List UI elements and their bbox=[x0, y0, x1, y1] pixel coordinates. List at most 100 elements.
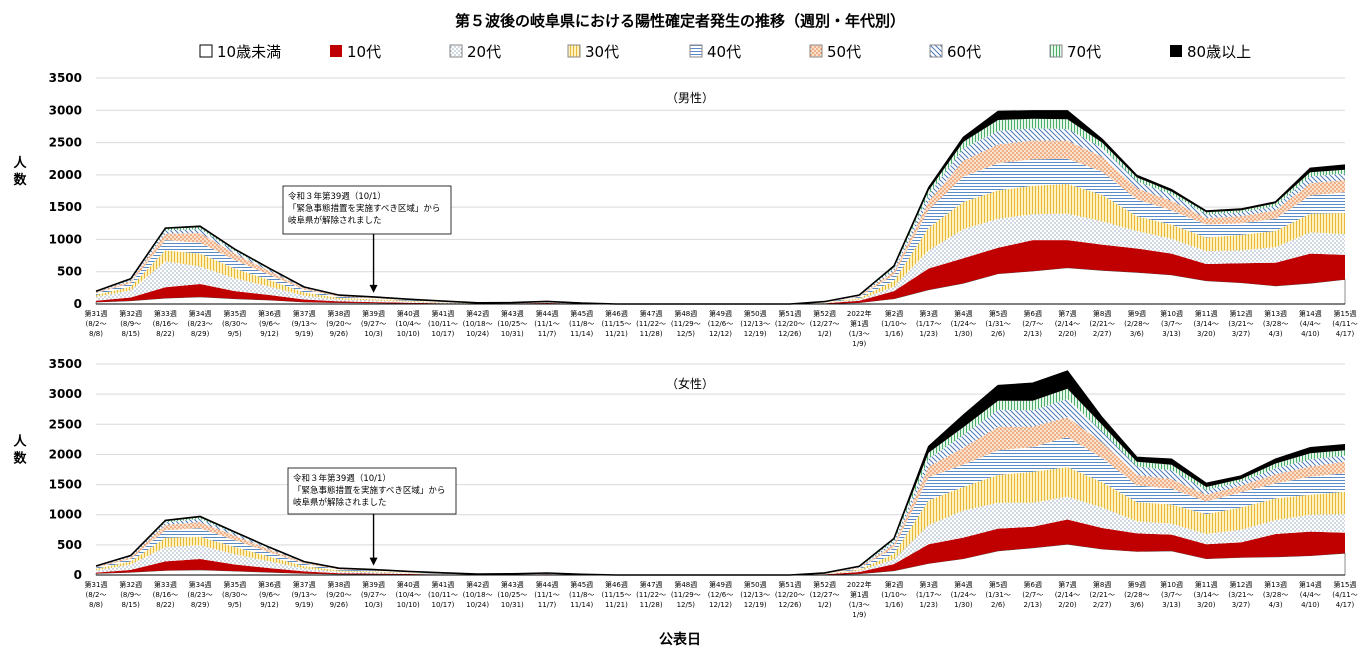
x-tick-line-1-1-1: (8/9～ bbox=[120, 591, 141, 599]
x-tick-line-0-24-2: 1/23) bbox=[919, 330, 938, 338]
x-tick-line-1-0-2: 8/8) bbox=[89, 601, 103, 609]
x-tick-label-1-36: 第15週 (4/11～ 4/17) bbox=[1332, 580, 1357, 609]
x-tick-line-1-7-2: 9/26) bbox=[330, 601, 349, 609]
x-tick-line-1-4-1: (8/30～ bbox=[222, 591, 247, 599]
x-tick-line-1-23-2: 1/16) bbox=[885, 601, 904, 609]
x-tick-line-1-0-1: (8/2～ bbox=[86, 591, 107, 599]
x-tick-line-1-25-1: (1/24～ bbox=[951, 591, 976, 599]
x-tick-label-1-34: 第13週 (3/28～ 4/3) bbox=[1263, 580, 1288, 609]
x-tick-label-0-7: 第38週 (9/20～ 9/26) bbox=[326, 309, 351, 338]
x-tick-line-0-7-0: 第38週 bbox=[327, 309, 350, 318]
x-tick-line-1-13-0: 第44週 bbox=[536, 580, 559, 589]
x-tick-line-1-23-1: (1/10～ bbox=[881, 591, 906, 599]
legend-label-1: 10代 bbox=[347, 43, 381, 61]
x-tick-line-1-36-0: 第15週 bbox=[1334, 580, 1357, 589]
x-tick-line-0-23-2: 1/16) bbox=[885, 330, 904, 338]
x-tick-line-0-3-0: 第34週 bbox=[189, 309, 212, 318]
x-tick-line-0-26-0: 第5週 bbox=[989, 309, 1007, 318]
legend-swatch-8 bbox=[1170, 45, 1182, 57]
legend-swatch-7 bbox=[1049, 44, 1063, 58]
x-tick-label-0-18: 第49週 (12/6～ 12/12) bbox=[708, 309, 733, 338]
y-axis-title-char-0-0: 人 bbox=[13, 155, 27, 171]
x-tick-line-1-12-1: (10/25～ bbox=[497, 591, 527, 599]
x-tick-line-0-4-0: 第35週 bbox=[223, 309, 246, 318]
x-tick-line-0-25-2: 1/30) bbox=[954, 330, 973, 338]
x-tick-line-0-31-2: 3/13) bbox=[1162, 330, 1181, 338]
x-tick-label-0-12: 第43週 (10/25～ 10/31) bbox=[497, 309, 527, 338]
x-tick-label-1-9: 第40週 (10/4～ 10/10) bbox=[396, 580, 421, 609]
x-tick-line-0-17-0: 第48週 bbox=[674, 309, 697, 318]
x-tick-line-0-15-0: 第46週 bbox=[605, 309, 628, 318]
x-tick-line-0-11-0: 第42週 bbox=[466, 309, 489, 318]
area-series-1-p0 bbox=[96, 240, 1345, 304]
x-ticks-0: 第31週 (8/2～ 8/8) 第32週 (8/9～ 8/15) 第33週 (8/16～ 8/2… bbox=[85, 309, 1358, 348]
x-tick-line-0-1-0: 第32週 bbox=[119, 309, 142, 318]
legend-label-4: 40代 bbox=[707, 43, 741, 61]
x-tick-line-0-10-1: (10/11～ bbox=[428, 320, 458, 328]
x-tick-line-1-34-1: (3/28～ bbox=[1263, 591, 1288, 599]
x-tick-line-0-4-1: (8/30～ bbox=[222, 320, 247, 328]
x-tick-line-1-22-3: 1/9) bbox=[852, 611, 866, 619]
x-tick-line-1-18-1: (12/6～ bbox=[708, 591, 733, 599]
x-tick-line-1-9-0: 第40週 bbox=[397, 580, 420, 589]
x-tick-line-1-20-0: 第51週 bbox=[778, 580, 801, 589]
x-tick-line-0-28-1: (2/14～ bbox=[1055, 320, 1080, 328]
x-tick-line-0-23-1: (1/10～ bbox=[881, 320, 906, 328]
x-tick-label-0-35: 第14週 (4/4～ 4/10) bbox=[1299, 309, 1322, 338]
legend-swatch-1 bbox=[330, 45, 342, 57]
legend-label-6: 60代 bbox=[947, 43, 981, 61]
x-tick-line-0-0-2: 8/8) bbox=[89, 330, 103, 338]
x-tick-line-0-33-0: 第12週 bbox=[1229, 309, 1252, 318]
x-tick-line-0-20-2: 12/26) bbox=[778, 330, 801, 338]
x-tick-line-0-27-1: (2/7～ bbox=[1022, 320, 1043, 328]
x-tick-label-0-26: 第5週 (1/31～ 2/6) bbox=[985, 309, 1010, 338]
x-tick-line-1-11-1: (10/18～ bbox=[463, 591, 493, 599]
annotation-box-1 bbox=[287, 467, 457, 515]
x-tick-line-0-29-0: 第8週 bbox=[1093, 309, 1111, 318]
x-tick-line-1-0-0: 第31週 bbox=[85, 580, 108, 589]
x-tick-label-0-15: 第46週 (11/15～ 11/21) bbox=[601, 309, 631, 338]
x-tick-line-0-20-0: 第51週 bbox=[778, 309, 801, 318]
y-tick-label-0-0: 0 bbox=[74, 297, 82, 311]
x-tick-line-0-19-1: (12/13～ bbox=[740, 320, 770, 328]
x-tick-line-0-27-0: 第6週 bbox=[1024, 309, 1042, 318]
annotation-line-1-2: 岐阜県が解除されました bbox=[293, 497, 387, 508]
x-tick-line-1-16-2: 11/28) bbox=[640, 601, 663, 609]
x-tick-line-1-26-2: 2/6) bbox=[991, 601, 1005, 609]
x-tick-line-0-0-1: (8/2～ bbox=[86, 320, 107, 328]
x-tick-line-0-11-2: 10/24) bbox=[466, 330, 489, 338]
x-tick-label-1-19: 第50週 (12/13～ 12/19) bbox=[740, 580, 770, 609]
x-tick-line-0-12-0: 第43週 bbox=[501, 309, 524, 318]
x-tick-label-0-27: 第6週 (2/7～ 2/13) bbox=[1022, 309, 1043, 338]
x-tick-line-0-36-1: (4/11～ bbox=[1332, 320, 1357, 328]
x-tick-label-1-2: 第33週 (8/16～ 8/22) bbox=[153, 580, 178, 609]
x-tick-line-0-3-1: (8/23～ bbox=[187, 320, 212, 328]
x-tick-line-1-6-1: (9/13～ bbox=[291, 591, 316, 599]
x-tick-line-0-21-2: 1/2) bbox=[818, 330, 832, 338]
x-tick-label-1-16: 第47週 (11/22～ 11/28) bbox=[636, 580, 666, 609]
x-tick-label-0-36: 第15週 (4/11～ 4/17) bbox=[1332, 309, 1357, 338]
x-tick-label-1-21: 第52週 (12/27～ 1/2) bbox=[810, 580, 840, 609]
x-tick-line-0-13-2: 11/7) bbox=[538, 330, 557, 338]
x-tick-line-1-14-1: (11/8～ bbox=[569, 591, 594, 599]
x-tick-line-1-8-2: 10/3) bbox=[364, 601, 383, 609]
x-tick-label-1-17: 第48週 (11/29～ 12/5) bbox=[671, 580, 701, 609]
x-tick-label-0-23: 第2週 (1/10～ 1/16) bbox=[881, 309, 906, 338]
x-tick-line-1-1-0: 第32週 bbox=[119, 580, 142, 589]
x-tick-label-0-1: 第32週 (8/9～ 8/15) bbox=[119, 309, 142, 338]
y-axis-title-0: 人数 bbox=[13, 155, 27, 188]
x-tick-line-0-9-0: 第40週 bbox=[397, 309, 420, 318]
x-tick-line-1-35-0: 第14週 bbox=[1299, 580, 1322, 589]
x-tick-line-1-24-2: 1/23) bbox=[919, 601, 938, 609]
y-tick-label-1-2: 1000 bbox=[49, 508, 82, 522]
legend-swatch-3 bbox=[567, 44, 581, 58]
x-tick-line-0-15-1: (11/15～ bbox=[601, 320, 631, 328]
legend-item-7: 70代 bbox=[1049, 43, 1101, 61]
x-tick-label-1-11: 第42週 (10/18～ 10/24) bbox=[463, 580, 493, 609]
x-tick-label-1-33: 第12週 (3/21～ 3/27) bbox=[1228, 580, 1253, 609]
y-tick-label-1-4: 2000 bbox=[49, 447, 82, 461]
x-tick-label-1-20: 第51週 (12/20～ 12/26) bbox=[775, 580, 805, 609]
x-tick-line-1-18-2: 12/12) bbox=[709, 601, 732, 609]
x-tick-label-1-22: 2022年第1週 (1/3～ 1/9) bbox=[847, 580, 872, 619]
